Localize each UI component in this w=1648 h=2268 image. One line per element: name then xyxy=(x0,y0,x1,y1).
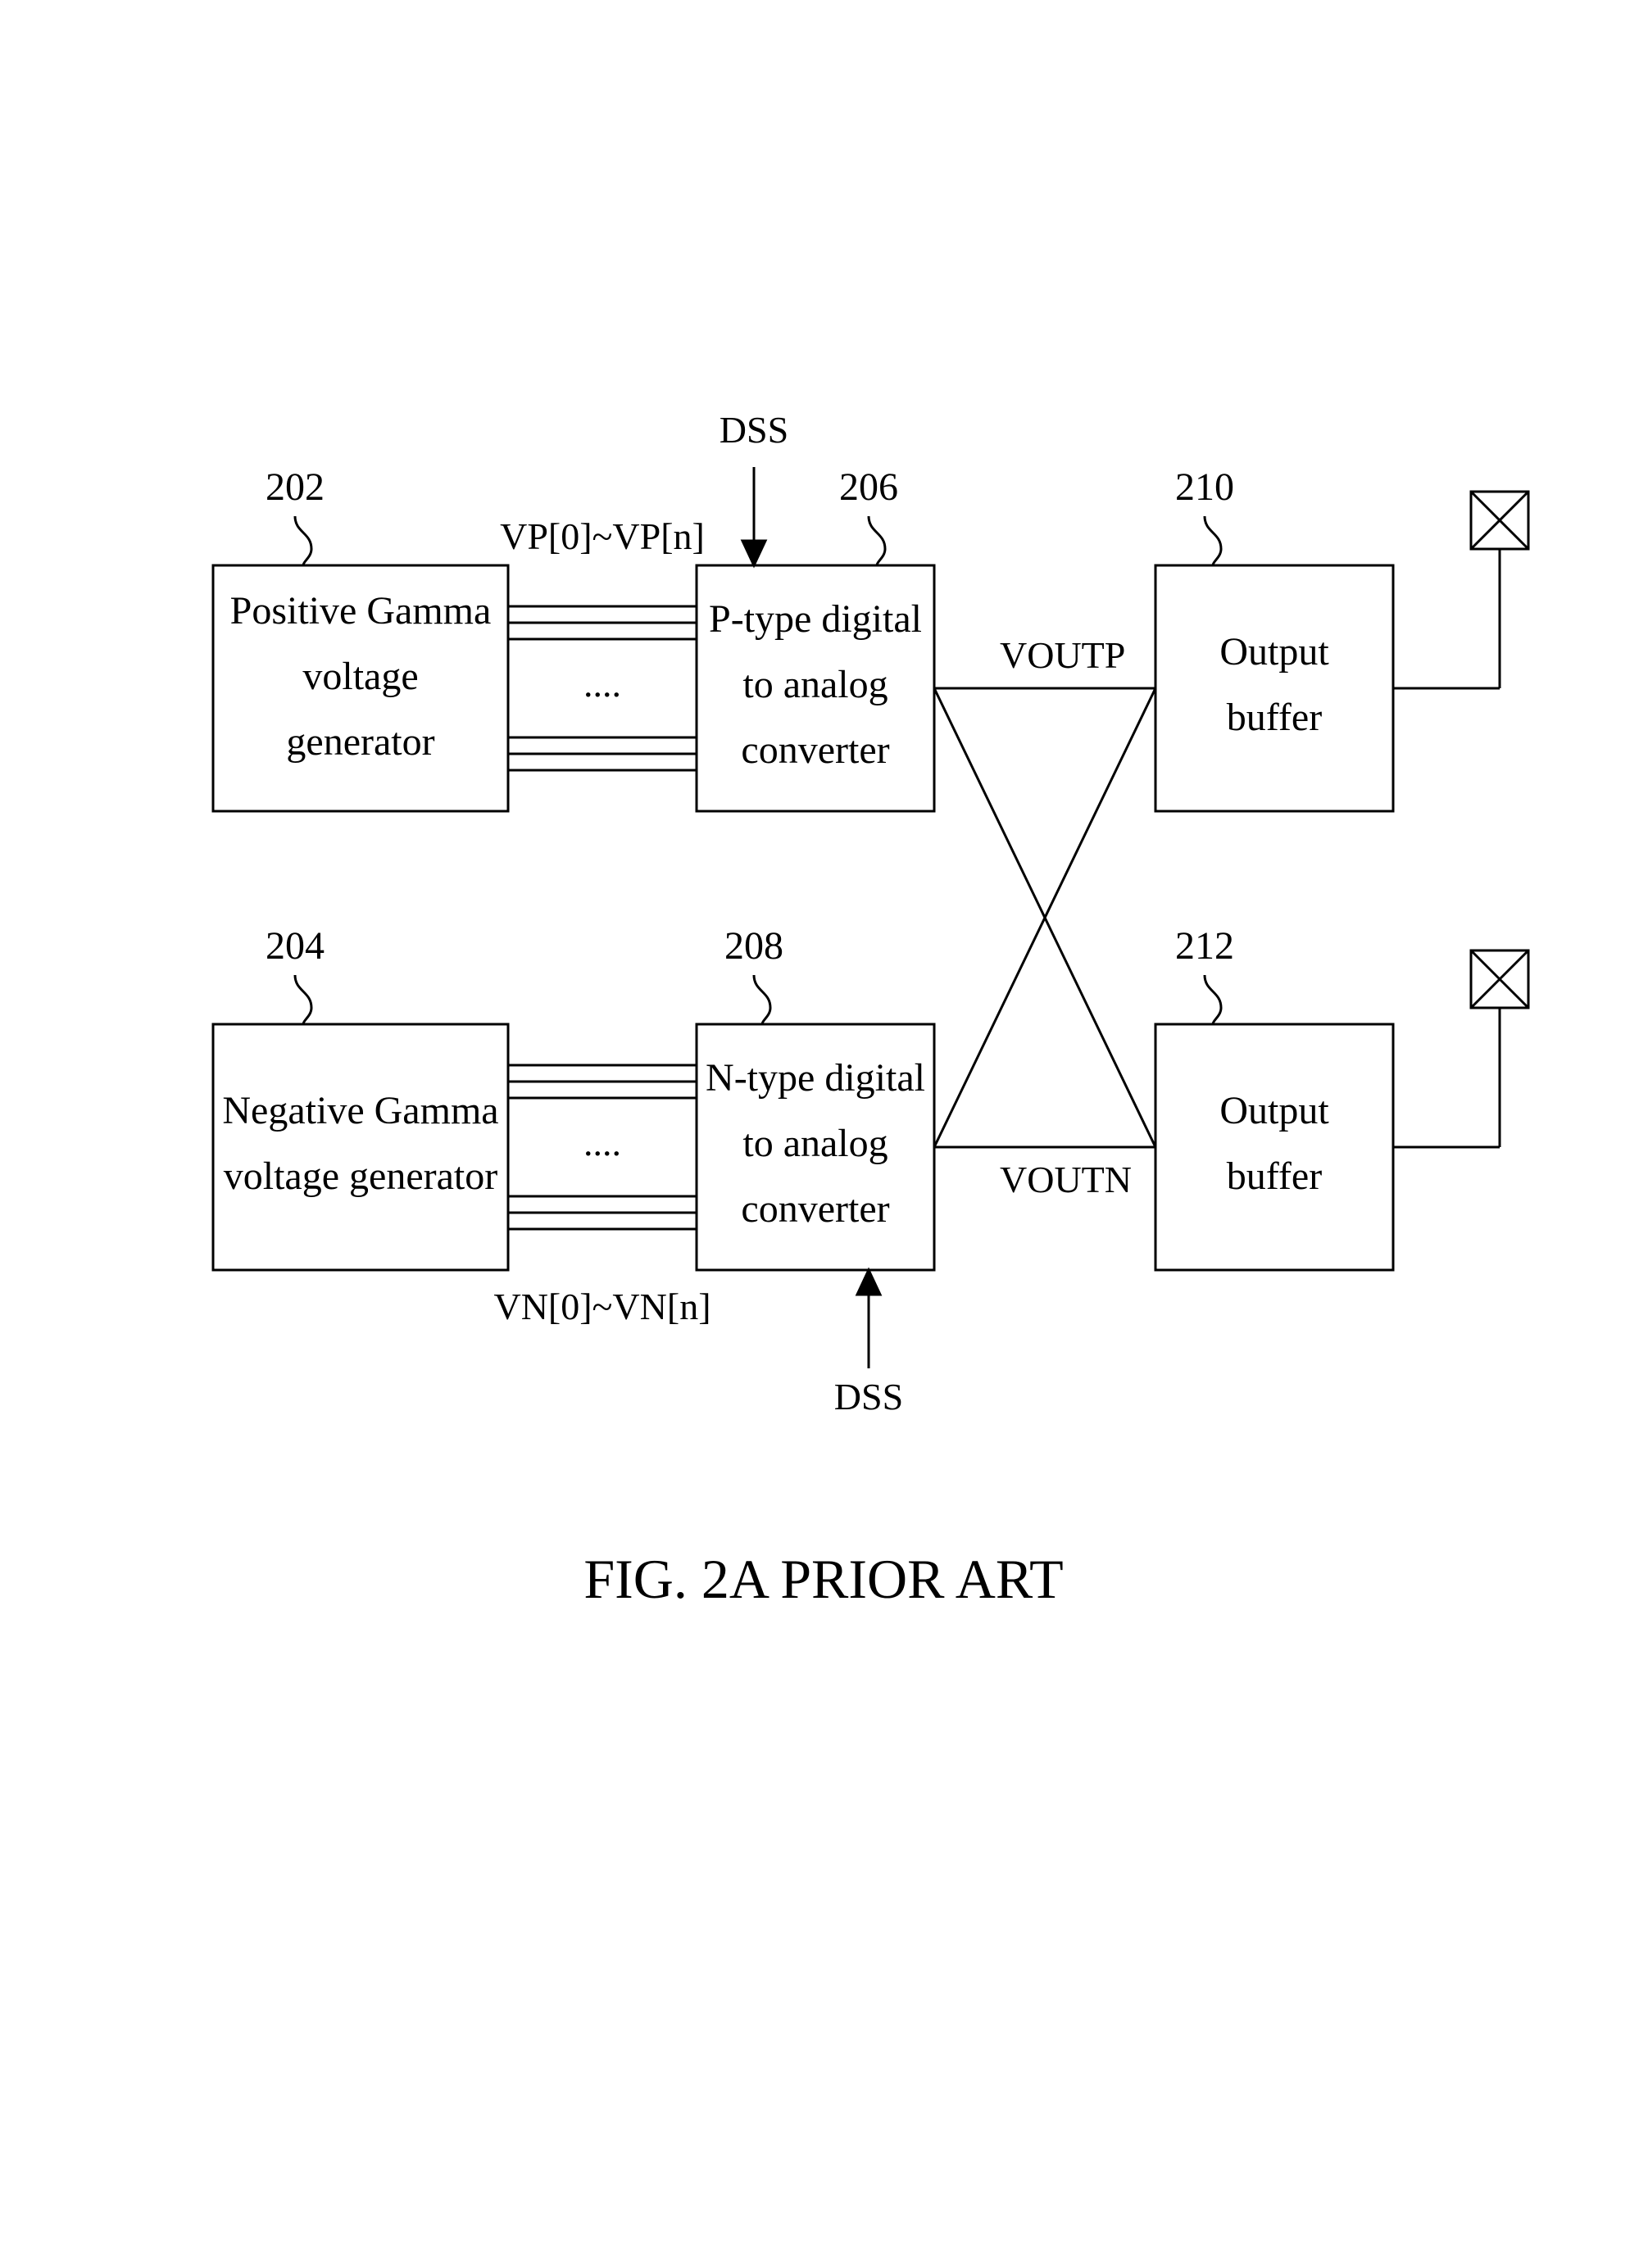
pos-gamma-line1: Positive Gamma xyxy=(230,589,492,633)
output-pad-top xyxy=(1393,492,1528,688)
pos-gamma-line2: voltage xyxy=(302,655,418,698)
bus-vp-dots: .... xyxy=(583,663,621,705)
buf-top-line2: buffer xyxy=(1227,696,1322,739)
svg-text:204: 204 xyxy=(266,924,325,968)
ref-212: 212 xyxy=(1175,924,1234,1024)
neg-gamma-line2: voltage generator xyxy=(224,1154,498,1198)
svg-text:202: 202 xyxy=(266,465,325,509)
diagram-svg: Positive Gamma voltage generator 202 P-t… xyxy=(0,0,1648,2268)
ref-206: 206 xyxy=(839,465,898,565)
block-negative-gamma: Negative Gamma voltage generator xyxy=(213,1024,508,1270)
n-dac-line1: N-type digital xyxy=(706,1056,925,1100)
svg-text:208: 208 xyxy=(724,924,783,968)
label-vn: VN[0]~VN[n] xyxy=(493,1286,711,1327)
ref-208: 208 xyxy=(724,924,783,1024)
p-dac-line3: converter xyxy=(741,728,889,772)
label-voutp: VOUTP xyxy=(1000,634,1125,676)
n-dac-line2: to analog xyxy=(742,1122,888,1165)
label-dss-bot: DSS xyxy=(834,1376,903,1418)
n-dac-line3: converter xyxy=(741,1187,889,1231)
block-n-dac: N-type digital to analog converter xyxy=(697,1024,934,1270)
block-output-buffer-top: Output buffer xyxy=(1155,565,1393,811)
block-output-buffer-bottom: Output buffer xyxy=(1155,1024,1393,1270)
output-pad-bottom xyxy=(1393,950,1528,1147)
p-dac-line2: to analog xyxy=(742,663,888,706)
buf-bot-line2: buffer xyxy=(1227,1154,1322,1198)
neg-gamma-line1: Negative Gamma xyxy=(222,1089,498,1132)
buf-top-line1: Output xyxy=(1219,630,1329,674)
label-vp: VP[0]~VP[n] xyxy=(500,515,705,557)
p-dac-line1: P-type digital xyxy=(709,597,922,641)
buf-bot-line1: Output xyxy=(1219,1089,1329,1132)
block-positive-gamma: Positive Gamma voltage generator xyxy=(213,565,508,811)
bus-vn-dots: .... xyxy=(583,1122,621,1163)
dss-top-arrow xyxy=(742,467,765,565)
ref-202: 202 xyxy=(266,465,325,565)
dss-bottom-arrow xyxy=(857,1270,880,1368)
label-dss-top: DSS xyxy=(720,409,788,451)
ref-210: 210 xyxy=(1175,465,1234,565)
cross-net xyxy=(934,688,1155,1147)
svg-text:210: 210 xyxy=(1175,465,1234,509)
figure-title: FIG. 2A PRIOR ART xyxy=(583,1548,1063,1610)
svg-text:212: 212 xyxy=(1175,924,1234,968)
ref-204: 204 xyxy=(266,924,325,1024)
pos-gamma-line3: generator xyxy=(286,720,434,764)
block-p-dac: P-type digital to analog converter xyxy=(697,565,934,811)
svg-text:206: 206 xyxy=(839,465,898,509)
label-voutn: VOUTN xyxy=(1000,1159,1132,1200)
